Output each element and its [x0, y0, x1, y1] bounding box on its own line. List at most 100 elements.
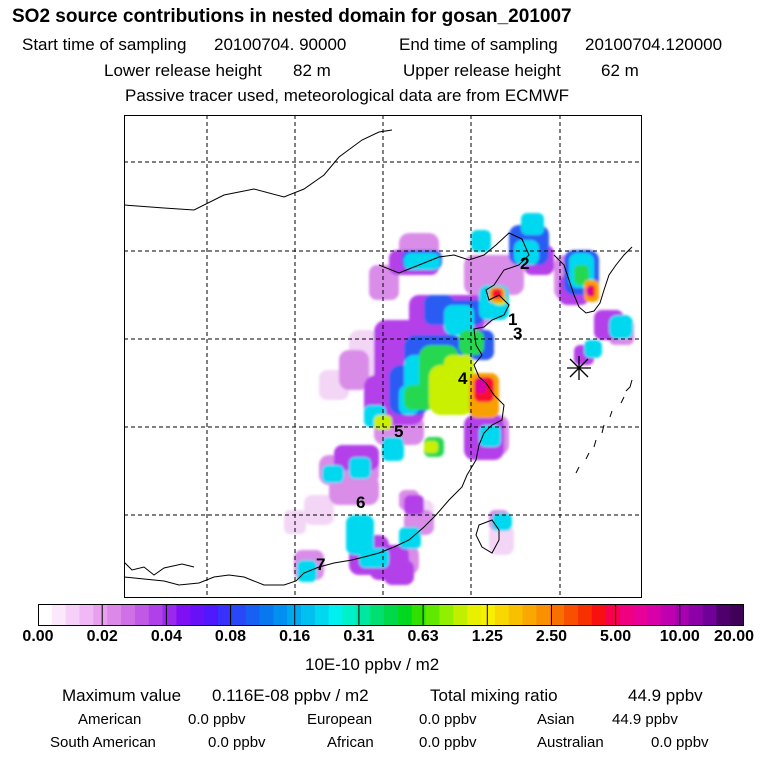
tracer-note: Passive tracer used, meteorological data… — [125, 86, 570, 105]
colorbar-cell — [301, 604, 316, 626]
total-mixing-value: 44.9 ppbv — [628, 686, 703, 705]
colorbar-cell — [65, 604, 81, 626]
start-time-label: Start time of sampling — [22, 35, 187, 54]
colorbar-cell — [439, 604, 454, 626]
colorbar-cell — [633, 604, 648, 626]
colorbar — [38, 604, 744, 626]
region-label-4: 4 — [458, 369, 468, 388]
colorbar-tick-label: 1.25 — [471, 628, 503, 645]
max-value-label: Maximum value — [62, 686, 182, 705]
colorbar-cell — [550, 604, 565, 626]
colorbar-cell — [370, 604, 385, 626]
colorbar-cell — [148, 604, 164, 626]
colorbar-cell — [273, 604, 288, 626]
colorbar-cell — [605, 604, 621, 626]
colorbar-cells — [38, 604, 744, 626]
receptor-marker — [567, 356, 591, 380]
region-american-name: American — [78, 711, 142, 728]
colorbar-cell — [480, 604, 496, 626]
colorbar-cell — [328, 604, 344, 626]
colorbar-cell — [702, 604, 717, 626]
colorbar-cell — [508, 604, 524, 626]
colorbar-cell — [79, 604, 94, 626]
colorbar-cell — [134, 604, 150, 626]
colorbar-cell — [425, 604, 441, 626]
colorbar-cell — [591, 604, 607, 626]
lower-height-value: 82 m — [293, 61, 331, 80]
end-time-value: 20100704.120000 — [585, 35, 723, 54]
upper-height-label: Upper release height — [403, 61, 561, 80]
region-label-7: 7 — [316, 555, 325, 574]
colorbar-tick-label: 0.31 — [343, 628, 375, 645]
colorbar-cell — [204, 604, 219, 626]
upper-height-value: 62 m — [601, 61, 639, 80]
colorbar-cell — [162, 604, 178, 626]
colorbar-cell — [522, 604, 537, 626]
colorbar-cell — [467, 604, 482, 626]
colorbar-cell — [536, 604, 551, 626]
region-south-american-value: 0.0 ppbv — [208, 734, 266, 751]
colorbar-cell — [107, 604, 122, 626]
magenta-field — [476, 287, 592, 393]
colorbar-cell — [176, 604, 191, 626]
region-australian-value: 0.0 ppbv — [651, 734, 709, 751]
colorbar-tick-label: 0.63 — [407, 628, 439, 645]
region-asian-name: Asian — [537, 711, 575, 728]
region-label-5: 5 — [394, 422, 403, 441]
region-australian-name: Australian — [537, 734, 604, 751]
colorbar-tick-label: 5.00 — [600, 628, 632, 645]
region-label-1: 1 — [508, 310, 517, 329]
colorbar-cell — [190, 604, 205, 626]
colorbar-tick-label: 0.02 — [86, 628, 118, 645]
colorbar-cell — [494, 604, 510, 626]
colorbar-cell — [619, 604, 634, 626]
region-label-2: 2 — [520, 254, 529, 273]
map-grid — [124, 115, 642, 598]
start-time-value: 20100704. 90000 — [214, 35, 347, 54]
region-south-american-name: South American — [50, 734, 156, 751]
colorbar-tick-label: 0.08 — [214, 628, 247, 645]
colorbar-cell — [674, 604, 690, 626]
region-american-value: 0.0 ppbv — [188, 711, 246, 728]
colorbar-cell — [38, 604, 53, 626]
chart-title: SO2 source contributions in nested domai… — [12, 6, 572, 27]
region-label-6: 6 — [356, 493, 365, 512]
colorbar-cell — [688, 604, 704, 626]
region-african-name: African — [327, 734, 374, 751]
region-european-name: European — [307, 711, 373, 728]
colorbar-cell — [564, 604, 579, 626]
coastlines — [124, 129, 633, 586]
colorbar-tick-label: 20.00 — [713, 628, 755, 645]
colorbar-unit: 10E-10 ppbv / m2 — [305, 655, 440, 674]
region-african-value: 0.0 ppbv — [419, 734, 477, 751]
region-european-value: 0.0 ppbv — [419, 711, 477, 728]
colorbar-cell — [245, 604, 261, 626]
max-value: 0.116E-08 ppbv / m2 — [212, 686, 369, 705]
colorbar-tick-label: 10.00 — [659, 628, 700, 645]
colorbar-cell — [730, 604, 744, 626]
region-label-3: 3 — [513, 324, 522, 343]
end-time-label: End time of sampling — [399, 35, 558, 54]
contribution-field — [284, 213, 634, 585]
colorbar-cell — [259, 604, 274, 626]
lower-height-label: Lower release height — [104, 61, 262, 80]
colorbar-cell — [356, 604, 371, 626]
colorbar-cell — [51, 604, 67, 626]
colorbar-cell — [397, 604, 413, 626]
colorbar-cell — [577, 604, 593, 626]
colorbar-cell — [716, 604, 731, 626]
colorbar-cell — [121, 604, 136, 626]
colorbar-cell — [660, 604, 676, 626]
colorbar-cell — [231, 604, 247, 626]
colorbar-cell — [384, 604, 399, 626]
colorbar-dividers — [101, 604, 681, 626]
colorbar-tick-label: 0.00 — [22, 628, 54, 645]
source-contribution-map: 1 2 3 4 5 6 7 — [124, 115, 642, 598]
colorbar-cell — [314, 604, 330, 626]
colorbar-cell — [453, 604, 468, 626]
colorbar-cell — [342, 604, 357, 626]
colorbar-cell — [217, 604, 233, 626]
map-frame — [124, 115, 642, 598]
colorbar-frame — [38, 604, 744, 626]
colorbar-tick-label: 0.16 — [279, 628, 311, 645]
